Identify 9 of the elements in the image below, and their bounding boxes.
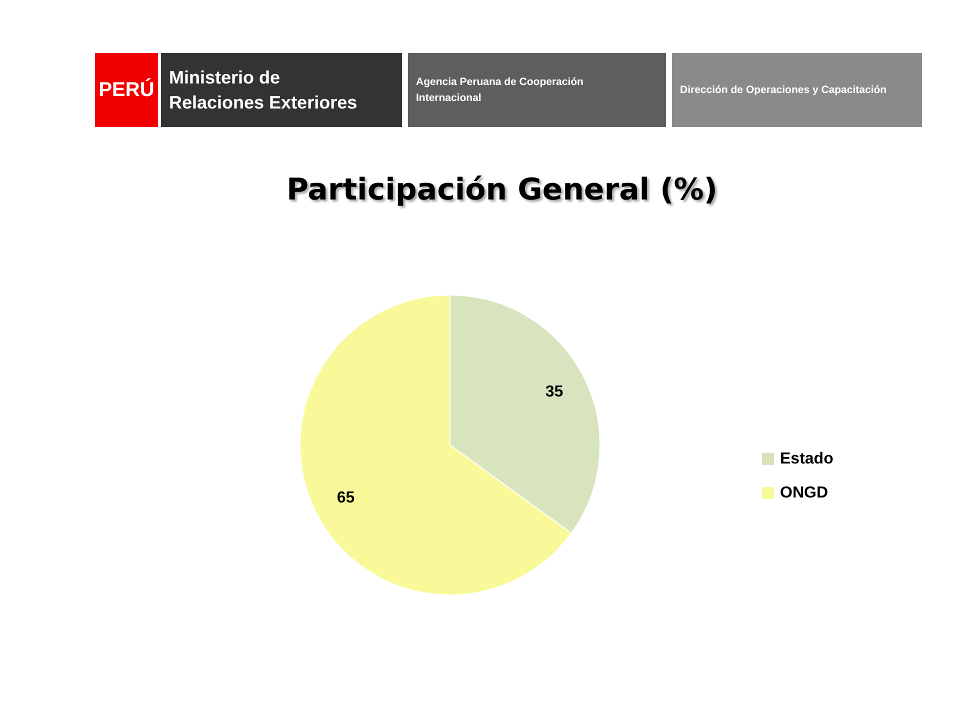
text: Ministerio de Relaciones Exteriores (169, 68, 358, 112)
data-label: 65 (336, 490, 355, 507)
data-label: 35 (545, 383, 564, 400)
legend-label: Estado (780, 450, 834, 468)
text: Dirección de Operaciones y Capacitación (680, 84, 887, 96)
text: PERÚ (98, 78, 154, 101)
text: Agencia Peruana de Cooperación Internacional (416, 76, 584, 104)
chart-title: Participación General (%) (286, 172, 718, 208)
legend-label: ONGD (780, 484, 828, 502)
